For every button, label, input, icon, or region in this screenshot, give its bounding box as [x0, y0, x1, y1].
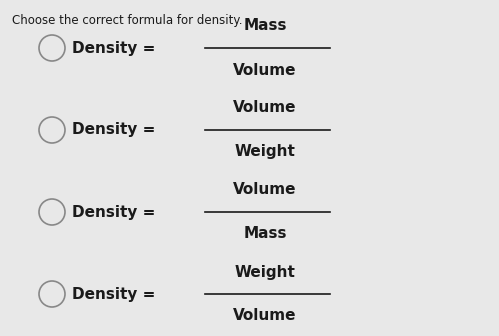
Text: Density =: Density =: [72, 287, 155, 301]
Text: Volume: Volume: [233, 182, 297, 198]
Circle shape: [39, 35, 65, 61]
Text: Density =: Density =: [72, 123, 155, 137]
Circle shape: [39, 281, 65, 307]
Text: Density =: Density =: [72, 41, 155, 55]
Circle shape: [39, 199, 65, 225]
Text: Mass: Mass: [243, 226, 287, 242]
Text: Density =: Density =: [72, 205, 155, 219]
Circle shape: [39, 117, 65, 143]
Text: Weight: Weight: [235, 144, 295, 160]
Text: Mass: Mass: [243, 18, 287, 34]
Text: Volume: Volume: [233, 308, 297, 324]
Text: Choose the correct formula for density.: Choose the correct formula for density.: [12, 14, 243, 27]
Text: Weight: Weight: [235, 264, 295, 280]
Text: Volume: Volume: [233, 100, 297, 116]
Text: Volume: Volume: [233, 62, 297, 78]
